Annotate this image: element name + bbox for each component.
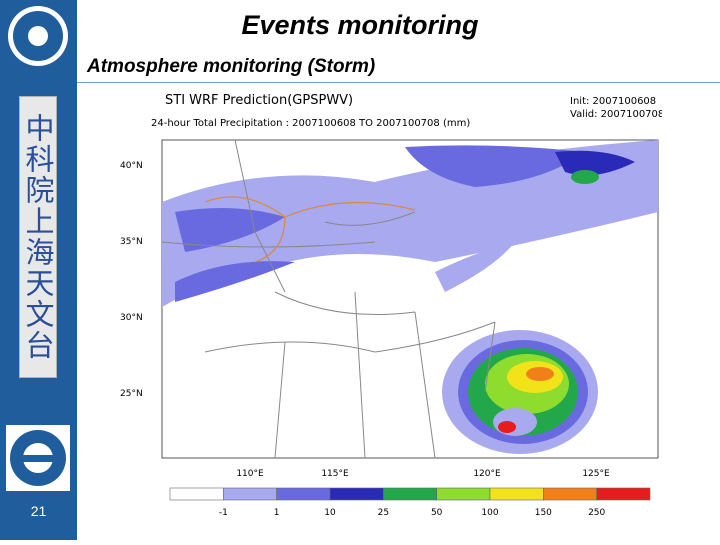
colorbar-label: 250 xyxy=(588,508,605,516)
colorbar-box xyxy=(383,487,437,501)
colorbar-box xyxy=(489,487,544,501)
map-title: STI WRF Prediction(GPSPWV) xyxy=(165,93,353,108)
colorbar-label: 25 xyxy=(378,508,389,516)
colorbar-label: -1 xyxy=(219,508,228,516)
lon-label: 120°E xyxy=(473,469,501,479)
sidebar xyxy=(0,0,77,540)
lon-label: 115°E xyxy=(321,469,349,479)
colorbar-box xyxy=(223,487,277,501)
lat-label: 30°N xyxy=(120,313,143,323)
colorbar-box xyxy=(596,487,651,501)
lon-labels: 110°E 115°E 120°E 125°E xyxy=(236,469,610,479)
sidebar-logos xyxy=(6,6,70,491)
lat-labels: 40°N 35°N 30°N 25°N xyxy=(120,161,143,399)
precipitation-map: STI WRF Prediction(GPSPWV) 24-hour Total… xyxy=(115,92,662,516)
colorbar-box xyxy=(329,487,384,501)
colorbar-box xyxy=(543,487,597,501)
divider xyxy=(77,82,720,83)
lon-label: 110°E xyxy=(236,469,264,479)
page-number: 21 xyxy=(30,503,47,519)
map-area xyxy=(161,139,659,459)
colorbar-box xyxy=(169,487,224,501)
lat-label: 25°N xyxy=(120,389,143,399)
map-description: 24-hour Total Precipitation : 2007100608… xyxy=(151,118,470,129)
colorbar-label: 1 xyxy=(274,508,280,516)
colorbar-label: 150 xyxy=(535,508,552,516)
colorbar-box xyxy=(436,487,491,501)
colorbar-box xyxy=(276,487,331,501)
lat-label: 35°N xyxy=(120,237,143,247)
slide-title: Events monitoring xyxy=(241,10,479,40)
vertical-label: 中科院上海天文台 xyxy=(19,96,57,378)
lat-label: 40°N xyxy=(120,161,143,171)
init-time: Init: 2007100608 xyxy=(570,96,656,107)
valid-time: Valid: 2007100708 xyxy=(570,109,662,120)
colorbar-label: 100 xyxy=(481,508,498,516)
colorbar-label: 10 xyxy=(324,508,336,516)
colorbar-label: 50 xyxy=(431,508,443,516)
colorbar: -1 1 10 25 50 100 150 250 xyxy=(169,487,651,516)
lon-label: 125°E xyxy=(582,469,610,479)
slide-subtitle: Atmosphere monitoring (Storm) xyxy=(87,56,376,77)
